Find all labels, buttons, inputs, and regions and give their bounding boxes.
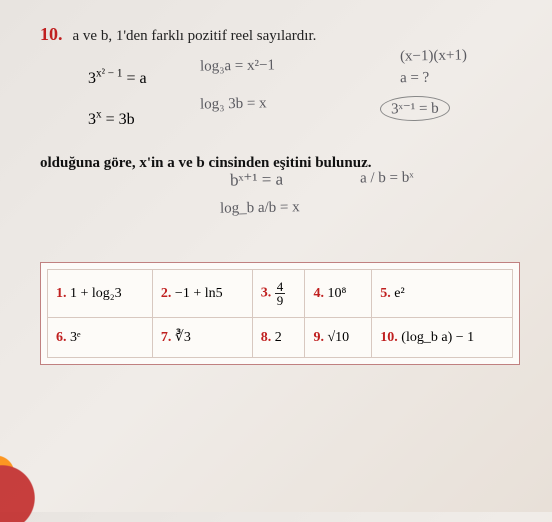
frac-bot: 9 [275,294,286,307]
ans-val: 2 [271,330,282,345]
eq2-rhs: = 3b [102,111,135,128]
ans-num: 2. [161,286,172,301]
corner-decoration [0,402,50,522]
eq2-base: 3 [88,111,96,128]
equation-2: 3x = 3b [88,102,520,137]
ans-num: 8. [261,330,272,345]
ans-val: 10⁸ [324,286,346,301]
ans-val: e² [391,286,405,301]
cell-9: 9. √10 [305,318,372,358]
frac-top: 4 [275,280,286,294]
ans-num: 4. [313,286,324,301]
question-line: 10. a ve b, 1'den farklı pozitif reel sa… [40,24,520,45]
cell-5: 5. e² [372,270,513,318]
eq1-exp: x² − 1 [96,68,122,80]
page: 10. a ve b, 1'den farklı pozitif reel sa… [0,0,552,385]
answer-box: 1. 1 + log₂3 2. −1 + ln5 3. 49 4. 10⁸ 5.… [40,262,520,365]
cell-4: 4. 10⁸ [305,270,372,318]
ans-num: 1. [56,286,67,301]
answer-table: 1. 1 + log₂3 2. −1 + ln5 3. 49 4. 10⁸ 5.… [47,269,513,358]
cell-8: 8. 2 [252,318,305,358]
equations: 3x² − 1 = a 3x = 3b [88,61,520,137]
ans-val: −1 + ln5 [171,286,222,301]
handwriting-6: bˣ⁺¹ = a [230,170,283,191]
table-row: 1. 1 + log₂3 2. −1 + ln5 3. 49 4. 10⁸ 5.… [48,270,513,318]
handwriting-8: log_b a/b = x [220,199,300,217]
table-row: 6. 3ᵉ 7. ∛3 8. 2 9. √10 10. (log_b a) − … [48,318,513,358]
handwriting-1: log₃a = x²−1 [200,57,275,75]
ans-num: 7. [161,330,172,345]
ans-num: 3. [261,286,272,301]
ans-val: 1 + log₂3 [67,286,122,301]
cell-6: 6. 3ᵉ [48,318,153,358]
ans-num: 10. [380,330,398,345]
ans-val: √10 [324,330,349,345]
eq1-rhs: = a [122,70,146,87]
handwriting-2: (x−1)(x+1) [400,47,467,65]
cell-2: 2. −1 + ln5 [152,270,252,318]
ans-num: 5. [380,286,391,301]
handwriting-3: a = ? [400,70,430,88]
handwriting-4: log₃ 3b = x [200,95,267,113]
cell-1: 1. 1 + log₂3 [48,270,153,318]
fraction: 49 [275,280,286,307]
ans-val: (log_b a) − 1 [398,330,474,345]
cell-7: 7. ∛3 [152,318,252,358]
ans-val: ∛3 [171,330,190,345]
question-prompt: a ve b, 1'den farklı pozitif reel sayıla… [73,28,317,44]
cell-3: 3. 49 [252,270,305,318]
ans-num: 9. [313,330,324,345]
eq1-base: 3 [88,70,96,87]
ans-val: 3ᵉ [67,330,81,345]
ans-num: 6. [56,330,67,345]
cell-10: 10. (log_b a) − 1 [372,318,513,358]
question-number: 10. [40,24,63,44]
handwriting-7: a / b = bˣ [360,170,414,188]
equation-1: 3x² − 1 = a [88,61,520,96]
